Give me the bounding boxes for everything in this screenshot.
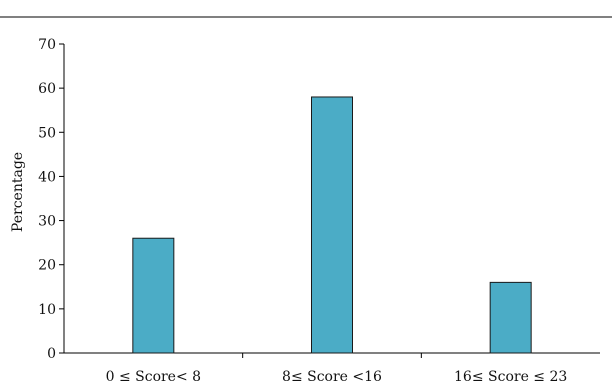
y-tick-label: 40	[38, 169, 56, 185]
y-tick-label: 50	[38, 125, 56, 141]
y-tick-label: 10	[38, 302, 56, 318]
y-tick-label: 60	[38, 81, 56, 97]
y-tick-label: 0	[47, 346, 56, 362]
x-category-label: 16≤ Score ≤ 23	[454, 369, 567, 385]
y-axis-ticks: 0 10 20 30 40 50 60 70	[38, 37, 64, 362]
y-tick-label: 70	[38, 37, 56, 53]
x-axis-labels: 0 ≤ Score< 8 8≤ Score <16 16≤ Score ≤ 23	[106, 369, 568, 385]
bar	[132, 237, 175, 354]
bar	[311, 96, 353, 354]
y-tick-label: 20	[38, 258, 56, 274]
bars	[132, 96, 532, 354]
y-tick-label: 30	[38, 214, 56, 230]
bar	[489, 281, 532, 354]
y-axis-label: Percentage	[10, 152, 26, 232]
x-category-label: 0 ≤ Score< 8	[106, 369, 201, 385]
x-category-label: 8≤ Score <16	[282, 369, 382, 385]
